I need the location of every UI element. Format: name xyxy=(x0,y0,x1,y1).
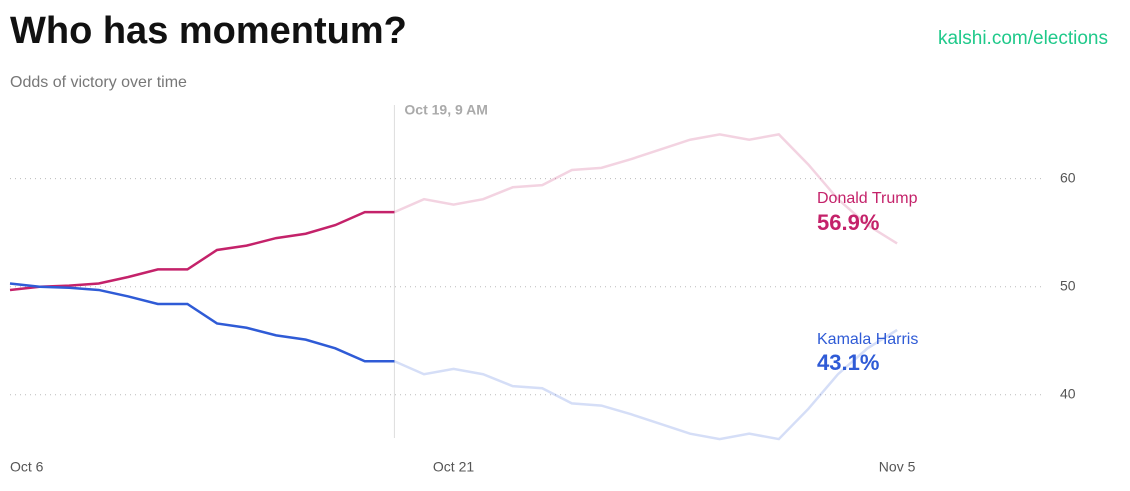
hover-label: Oct 19, 9 AM xyxy=(404,102,488,118)
x-tick-label: Oct 6 xyxy=(10,459,44,475)
title: Who has momentum? xyxy=(10,10,407,52)
subtitle: Odds of victory over time xyxy=(10,74,187,91)
series-line xyxy=(9,210,395,292)
link[interactable]: kalshi.com/elections xyxy=(938,28,1108,49)
series-line-future xyxy=(393,328,898,441)
series-line-future xyxy=(393,132,898,245)
legend-value: 56.9% xyxy=(817,210,879,235)
y-tick-label: 40 xyxy=(1060,385,1076,401)
y-tick-label: 50 xyxy=(1060,277,1076,293)
legend-name: Kamala Harris xyxy=(817,331,918,348)
x-tick-label: Oct 21 xyxy=(433,459,474,475)
y-tick-label: 60 xyxy=(1060,169,1076,185)
legend-name: Donald Trump xyxy=(817,190,918,207)
legend-value: 43.1% xyxy=(817,350,879,375)
x-tick-label: Nov 5 xyxy=(879,459,916,475)
series-line xyxy=(9,282,395,363)
